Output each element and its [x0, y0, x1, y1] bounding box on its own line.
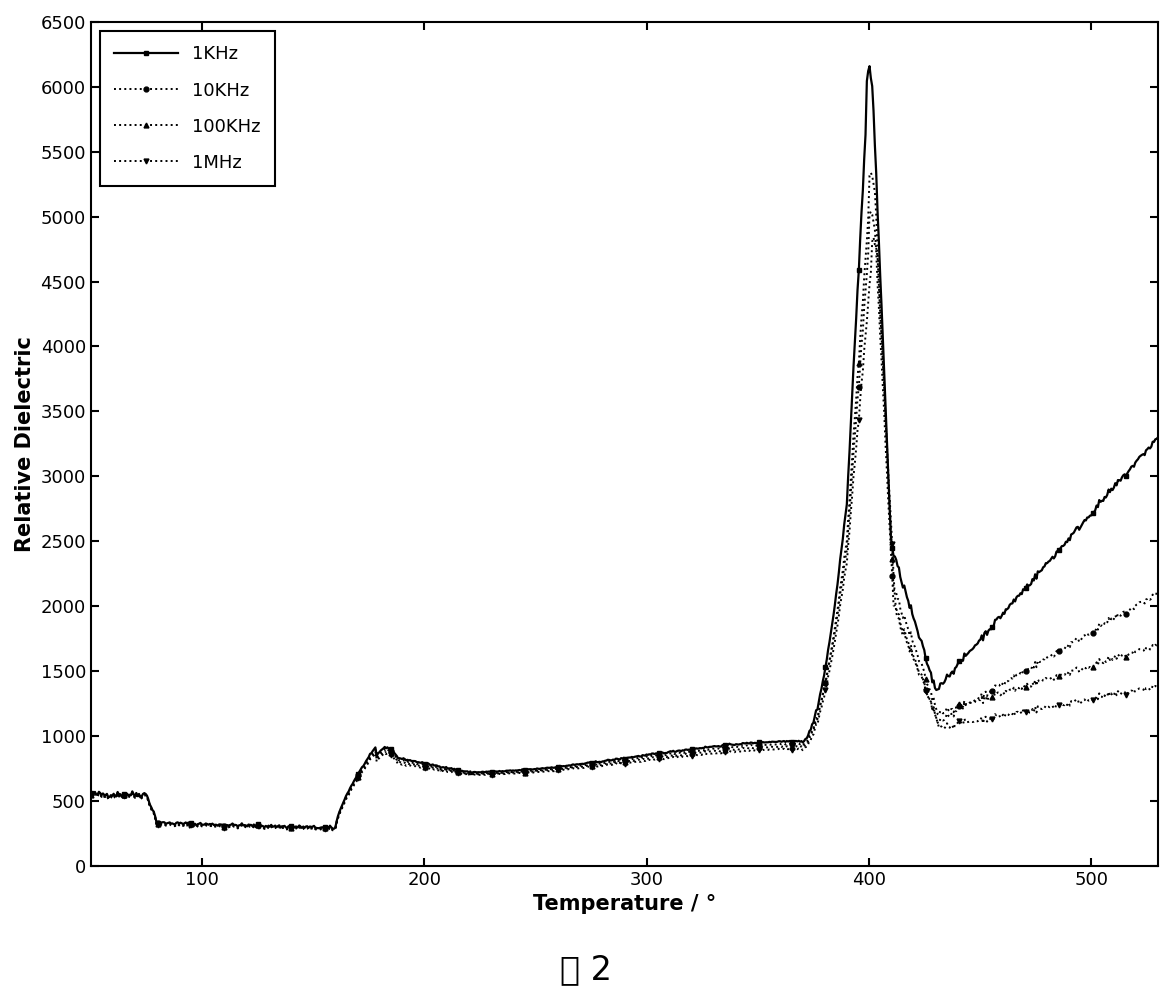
- 100KHz: [733, 743, 747, 755]
- 100KHz: [705, 745, 719, 757]
- 10KHz: [1005, 672, 1019, 684]
- 10KHz: [84, 788, 99, 800]
- 100KHz: [1005, 684, 1019, 696]
- Line: 100KHz: 100KHz: [88, 171, 1160, 832]
- 1MHz: [705, 747, 719, 759]
- 1KHz: [149, 815, 163, 827]
- 100KHz: [1151, 639, 1165, 651]
- 1MHz: [733, 745, 747, 757]
- 100KHz: [896, 612, 910, 624]
- 1KHz: [1151, 432, 1165, 444]
- 10KHz: [327, 823, 341, 835]
- 10KHz: [149, 816, 163, 828]
- Line: 1KHz: 1KHz: [88, 64, 1160, 831]
- 1KHz: [705, 741, 719, 753]
- 1KHz: [84, 787, 99, 799]
- 1KHz: [733, 738, 747, 750]
- X-axis label: Temperature / °: Temperature / °: [533, 894, 716, 914]
- 10KHz: [705, 743, 719, 755]
- Y-axis label: Relative Dielectric: Relative Dielectric: [15, 336, 35, 551]
- 10KHz: [863, 206, 877, 218]
- Legend: 1KHz, 10KHz, 100KHz, 1MHz: 1KHz, 10KHz, 100KHz, 1MHz: [100, 31, 274, 186]
- 10KHz: [1151, 587, 1165, 599]
- 100KHz: [149, 817, 163, 829]
- 1MHz: [765, 743, 779, 755]
- 1KHz: [327, 823, 341, 835]
- 10KHz: [896, 626, 910, 638]
- 1KHz: [765, 735, 779, 747]
- 1KHz: [862, 60, 876, 72]
- 1MHz: [867, 232, 881, 244]
- 1MHz: [896, 629, 910, 641]
- 1MHz: [1005, 708, 1019, 720]
- Line: 10KHz: 10KHz: [88, 209, 1160, 832]
- 1MHz: [84, 789, 99, 801]
- 1KHz: [1005, 597, 1019, 609]
- 100KHz: [765, 741, 779, 753]
- 100KHz: [84, 789, 99, 801]
- Line: 1MHz: 1MHz: [88, 235, 1160, 833]
- 10KHz: [765, 738, 779, 750]
- 1MHz: [327, 824, 341, 836]
- 1KHz: [896, 581, 910, 593]
- 100KHz: [327, 824, 341, 836]
- 1MHz: [149, 817, 163, 829]
- 1MHz: [1151, 680, 1165, 692]
- Text: 图 2: 图 2: [561, 953, 612, 986]
- 10KHz: [733, 740, 747, 752]
- 100KHz: [863, 167, 877, 179]
